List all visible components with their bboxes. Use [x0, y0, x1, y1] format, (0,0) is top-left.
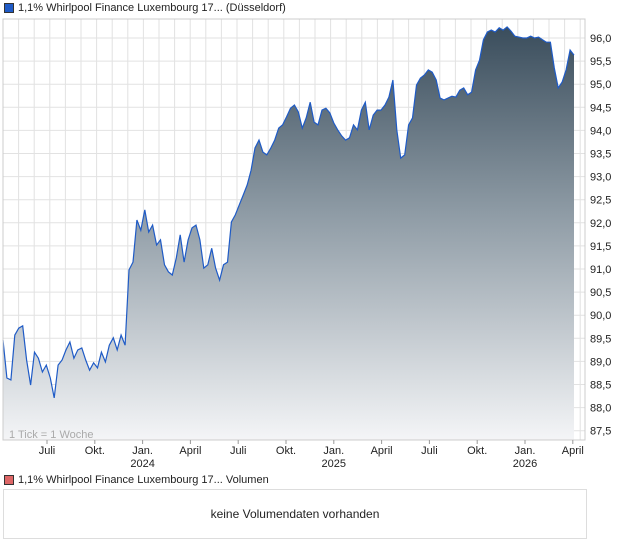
x-tick-label: Juli [39, 445, 56, 457]
x-tick-label: Okt. [85, 445, 105, 457]
y-tick-label: 93,0 [590, 172, 611, 184]
y-tick-label: 91,5 [590, 241, 611, 253]
y-tick-label: 96,0 [590, 33, 611, 45]
price-legend: 1,1% Whirlpool Finance Luxembourg 17... … [4, 2, 286, 14]
volume-legend-swatch [4, 475, 14, 485]
y-tick-label: 91,0 [590, 264, 611, 276]
x-tick-label: Juli [421, 445, 438, 457]
plot-frame [2, 18, 586, 441]
y-tick-label: 95,5 [590, 56, 611, 68]
y-tick-label: 90,0 [590, 310, 611, 322]
price-line [2, 26, 575, 399]
x-tick-label: Okt. [276, 445, 296, 457]
x-tick-label: April [179, 445, 201, 457]
tick-note: 1 Tick = 1 Woche [9, 429, 93, 441]
x-tick-year: 2024 [130, 458, 154, 470]
y-tick-label: 90,5 [590, 287, 611, 299]
price-area [3, 26, 574, 441]
y-tick-label: 89,5 [590, 333, 611, 345]
x-tick-label: Okt. [467, 445, 487, 457]
y-tick-label: 92,5 [590, 195, 611, 207]
x-tick-label: April [371, 445, 393, 457]
y-tick-label: 88,0 [590, 403, 611, 415]
y-tick-label: 94,5 [590, 102, 611, 114]
y-tick-label: 95,0 [590, 79, 611, 91]
volume-legend-label: 1,1% Whirlpool Finance Luxembourg 17... … [18, 474, 269, 486]
x-tick-year: 2025 [322, 458, 346, 470]
x-tick-label: Juli [230, 445, 247, 457]
y-tick-label: 94,0 [590, 125, 611, 137]
price-legend-label: 1,1% Whirlpool Finance Luxembourg 17... … [18, 2, 286, 14]
y-tick-label: 87,5 [590, 426, 611, 438]
x-tick-label: April [562, 445, 584, 457]
y-tick-label: 89,0 [590, 356, 611, 368]
volume-panel: keine Volumendaten vorhanden [3, 489, 587, 539]
y-tick-label: 88,5 [590, 380, 611, 392]
x-tick-year: 2026 [513, 458, 537, 470]
volume-legend: 1,1% Whirlpool Finance Luxembourg 17... … [4, 474, 269, 486]
x-tick-label: Jan. [323, 445, 344, 457]
y-tick-label: 92,0 [590, 218, 611, 230]
x-tick-label: Jan. [515, 445, 536, 457]
price-legend-swatch [4, 3, 14, 13]
x-tick-label: Jan. [132, 445, 153, 457]
price-chart: 1 Tick = 1 Woche 87,5 88,0 88,5 89,0 89,5 90,… [2, 18, 611, 470]
volume-message: keine Volumendaten vorhanden [210, 507, 380, 521]
y-tick-label: 93,5 [590, 149, 611, 161]
